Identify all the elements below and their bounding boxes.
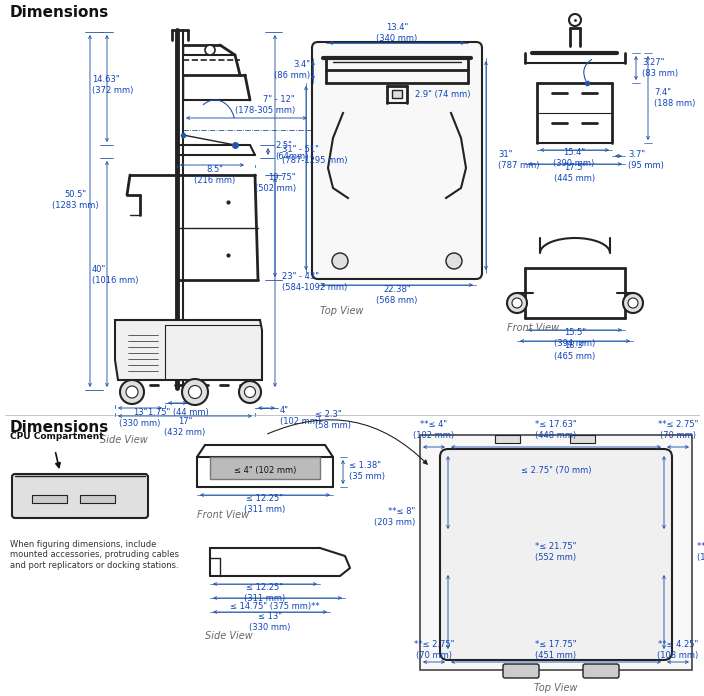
FancyBboxPatch shape [440, 449, 672, 660]
Bar [420, 435, 692, 670]
Text: 31"
(787 mm): 31" (787 mm) [498, 150, 539, 170]
Text: 18.3"
(465 mm): 18.3" (465 mm) [554, 341, 596, 361]
Text: **≤ 2.75"
(70 mm): **≤ 2.75" (70 mm) [414, 640, 454, 660]
Circle shape [120, 380, 144, 404]
Text: ≤ 4" (102 mm): ≤ 4" (102 mm) [234, 466, 296, 475]
Text: 15.5"
(394 mm): 15.5" (394 mm) [554, 329, 596, 348]
Text: Top View: Top View [320, 306, 363, 316]
Text: 3.7"
(95 mm): 3.7" (95 mm) [628, 150, 664, 170]
Text: 7.4"
(188 mm): 7.4" (188 mm) [654, 88, 696, 108]
Text: Top View: Top View [534, 683, 578, 693]
Text: 7" - 12"
(178-305 mm): 7" - 12" (178-305 mm) [234, 95, 295, 115]
Text: When figuring dimensions, include
mounted accessories, protruding cables
and por: When figuring dimensions, include mounte… [10, 540, 179, 570]
Text: 31" - 51"
(787-1295 mm): 31" - 51" (787-1295 mm) [282, 145, 348, 165]
Text: **≤ 4.25"
(108 mm): **≤ 4.25" (108 mm) [658, 640, 698, 660]
Text: Front View: Front View [197, 510, 249, 520]
Circle shape [182, 379, 208, 405]
Text: Dimensions: Dimensions [10, 420, 109, 435]
Text: ≤ 1.38"
(35 mm): ≤ 1.38" (35 mm) [349, 461, 385, 481]
Text: 23" - 43"
(584-1092 mm): 23" - 43" (584-1092 mm) [282, 272, 347, 292]
Circle shape [189, 386, 201, 399]
Text: 2.5"
(64mm): 2.5" (64mm) [275, 141, 308, 161]
Circle shape [205, 45, 215, 55]
Circle shape [569, 14, 581, 26]
Text: 1.75" (44 mm): 1.75" (44 mm) [148, 409, 208, 418]
Text: **≤ 7.75"
(197 mm): **≤ 7.75" (197 mm) [697, 542, 704, 562]
Text: Side View: Side View [100, 435, 148, 445]
Text: ≤ 2.75" (70 mm): ≤ 2.75" (70 mm) [521, 466, 591, 475]
Circle shape [628, 298, 638, 308]
Circle shape [507, 293, 527, 313]
Text: *≤ 17.63"
(448 mm): *≤ 17.63" (448 mm) [535, 420, 577, 440]
FancyBboxPatch shape [312, 42, 482, 279]
Text: 14.63"
(372 mm): 14.63" (372 mm) [92, 75, 133, 95]
Text: 3.27"
(83 mm): 3.27" (83 mm) [642, 58, 678, 78]
Text: 15.4"
(390 mm): 15.4" (390 mm) [553, 148, 595, 168]
Circle shape [512, 298, 522, 308]
Circle shape [239, 381, 261, 403]
FancyBboxPatch shape [503, 664, 539, 678]
Bar [570, 435, 595, 443]
FancyBboxPatch shape [12, 474, 148, 518]
Circle shape [244, 386, 256, 397]
Text: **≤ 4"
(102 mm): **≤ 4" (102 mm) [413, 420, 455, 440]
Text: 19.75"
(502 mm): 19.75" (502 mm) [255, 173, 296, 193]
Text: 13.4"
(340 mm): 13.4" (340 mm) [377, 23, 417, 42]
Text: Side View: Side View [205, 631, 253, 641]
Text: 17"
(432 mm): 17" (432 mm) [164, 418, 206, 436]
Text: ≤ 14.75" (375 mm)**: ≤ 14.75" (375 mm)** [230, 603, 320, 612]
Text: Dimensions: Dimensions [10, 5, 109, 20]
Text: **≤ 2.75"
(70 mm): **≤ 2.75" (70 mm) [658, 420, 698, 440]
Text: ≤ 2.3"
(58 mm): ≤ 2.3" (58 mm) [315, 411, 351, 429]
Circle shape [623, 293, 643, 313]
Text: ≤ 12.25"
(311 mm): ≤ 12.25" (311 mm) [244, 583, 286, 603]
Text: 22.38"
(568 mm): 22.38" (568 mm) [377, 285, 417, 305]
Text: CPU Compartment: CPU Compartment [10, 432, 103, 441]
Text: 2.9" (74 mm): 2.9" (74 mm) [415, 90, 470, 100]
Polygon shape [115, 320, 262, 380]
Text: *≤ 17.75"
(451 mm): *≤ 17.75" (451 mm) [535, 640, 577, 660]
Text: 50.5"
(1283 mm): 50.5" (1283 mm) [51, 190, 99, 209]
Circle shape [446, 253, 462, 269]
Text: 13"
(330 mm): 13" (330 mm) [119, 409, 161, 428]
Bar [495, 435, 520, 443]
Text: 8.5"
(216 mm): 8.5" (216 mm) [194, 165, 236, 184]
Text: *≤ 21.75"
(552 mm): *≤ 21.75" (552 mm) [535, 542, 577, 562]
Circle shape [332, 253, 348, 269]
Bar [32, 495, 67, 503]
Text: Front View: Front View [507, 323, 559, 333]
FancyBboxPatch shape [583, 664, 619, 678]
Circle shape [126, 386, 138, 398]
Bar [392, 90, 402, 98]
Text: ≤ 13"
(330 mm): ≤ 13" (330 mm) [249, 612, 291, 632]
Bar [80, 495, 115, 503]
Bar [210, 457, 320, 479]
Text: 40"
(1016 mm): 40" (1016 mm) [92, 265, 139, 285]
Text: 17.5"
(445 mm): 17.5" (445 mm) [555, 164, 596, 183]
Text: ≤ 12.25"
(311 mm): ≤ 12.25" (311 mm) [244, 494, 286, 514]
Text: **≤ 8"
(203 mm): **≤ 8" (203 mm) [374, 507, 415, 527]
Text: 4"
(102 mm): 4" (102 mm) [280, 406, 321, 426]
Text: 3.4"
(86 mm): 3.4" (86 mm) [274, 61, 310, 80]
